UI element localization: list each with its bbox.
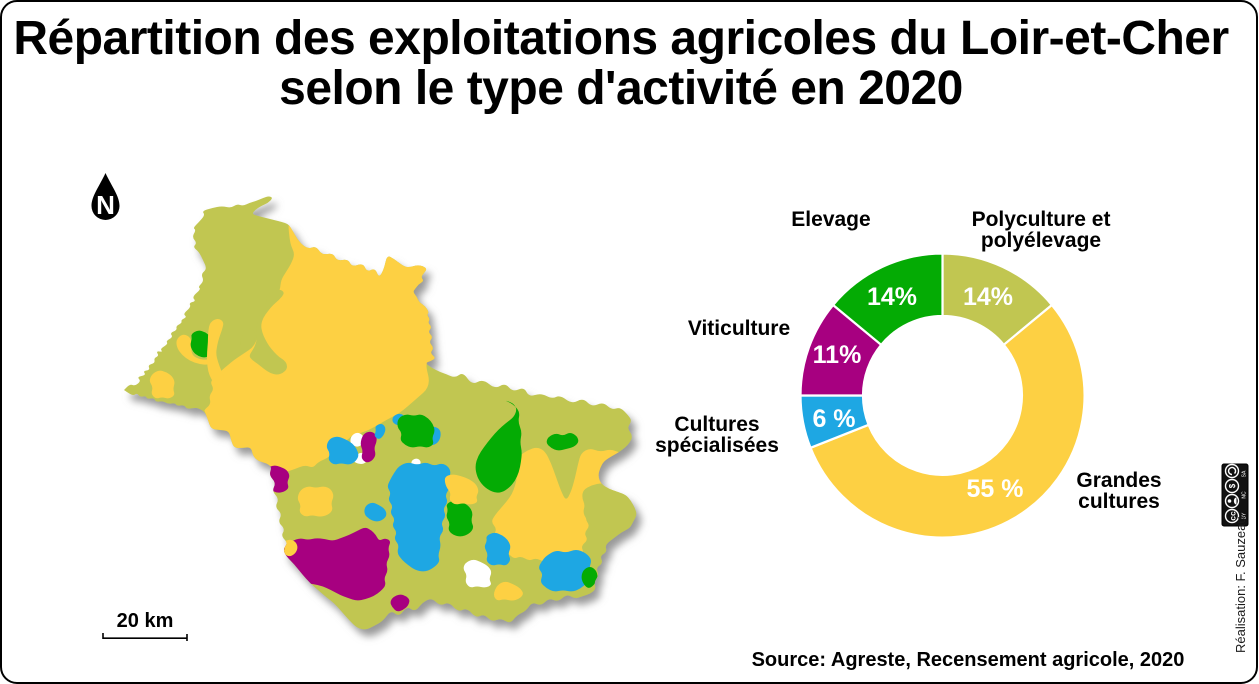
svg-text:N: N xyxy=(96,190,115,220)
svg-text:BY: BY xyxy=(1242,512,1248,519)
svg-text:$: $ xyxy=(1228,483,1237,488)
svg-text:NC: NC xyxy=(1242,491,1248,499)
svg-text:cc: cc xyxy=(1228,511,1238,521)
svg-text:SA: SA xyxy=(1242,470,1248,477)
